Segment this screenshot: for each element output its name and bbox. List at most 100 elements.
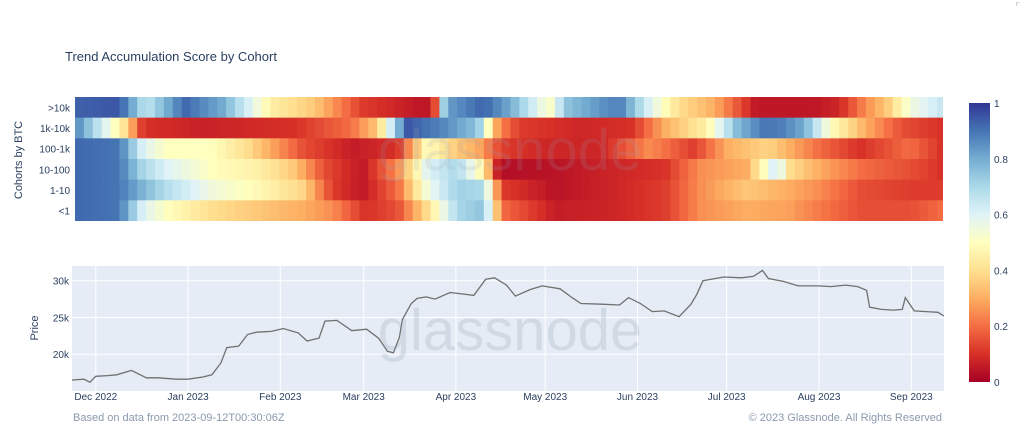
heatmap-cell [146, 138, 156, 160]
heatmap-cell [128, 138, 138, 160]
heatmap-cell [590, 138, 600, 160]
heatmap-cell [83, 117, 94, 139]
heatmap-cell [288, 138, 298, 160]
heatmap-cell [483, 138, 494, 160]
heatmap-cell [785, 97, 796, 119]
heatmap [75, 97, 943, 221]
heatmap-cell [368, 117, 378, 139]
heatmap-cell [261, 179, 272, 201]
heatmap-cell [652, 159, 663, 181]
heatmap-cell [466, 179, 476, 201]
heatmap-cell [777, 200, 787, 221]
heatmap-cell [697, 159, 707, 181]
heatmap-cell [386, 159, 396, 181]
heatmap-cell [234, 200, 245, 221]
heatmap-cell [323, 159, 334, 181]
heatmap-cell [466, 159, 476, 181]
heatmap-cell [554, 138, 565, 160]
heatmap-cell [839, 138, 849, 160]
heatmap-cell [537, 117, 547, 139]
heatmap-cell [830, 179, 840, 201]
heatmap-cell [243, 97, 254, 119]
heatmap-cell [412, 97, 423, 119]
heatmap-cell [741, 97, 752, 119]
heatmap-cell [670, 97, 680, 119]
heatmap-cell [492, 117, 503, 139]
heatmap-cell [92, 179, 103, 201]
heatmap-cell [750, 117, 760, 139]
heatmap-cell [519, 117, 529, 139]
heatmap-y-tick-label: >10k [48, 103, 71, 114]
heatmap-cell [110, 179, 121, 201]
heatmap-cell [617, 200, 627, 221]
heatmap-cell [759, 117, 769, 139]
heatmap-cell [883, 138, 894, 160]
heatmap-cell [208, 117, 218, 139]
heatmap-cell [519, 200, 529, 221]
heatmap-cell [848, 117, 858, 139]
heatmap-cell [394, 159, 405, 181]
heatmap-cell [812, 97, 823, 119]
heatmap-cell [234, 179, 245, 201]
heatmap-cell [181, 179, 192, 201]
heatmap-row-10-100 [75, 159, 943, 181]
heatmap-cell [874, 117, 885, 139]
heatmap-cell [883, 97, 894, 119]
heatmap-cell [199, 200, 209, 221]
heatmap-cell [163, 97, 174, 119]
heatmap-cell [732, 138, 743, 160]
heatmap-cell [785, 138, 796, 160]
heatmap-cell [217, 179, 227, 201]
heatmap-cell [537, 159, 547, 181]
price-x-tick-label: Jan 2023 [168, 392, 210, 403]
heatmap-cell [563, 179, 574, 201]
heatmap-cell [181, 138, 192, 160]
heatmap-cell [803, 179, 814, 201]
price-x-tick-label: Jun 2023 [617, 392, 659, 403]
heatmap-cell [528, 200, 538, 221]
heatmap-cell [181, 159, 192, 181]
heatmap-cell [714, 138, 725, 160]
heatmap-cell [350, 97, 360, 119]
heatmap-cell [554, 200, 565, 221]
heatmap-cell [528, 97, 538, 119]
heatmap-cell [252, 200, 263, 221]
heatmap-cell [359, 117, 369, 139]
heatmap-cell [590, 200, 600, 221]
heatmap-cell [323, 179, 334, 201]
heatmap-cell [608, 97, 618, 119]
heatmap-cell [146, 117, 156, 139]
heatmap-cell [332, 97, 343, 119]
heatmap-cell [839, 179, 849, 201]
heatmap-cell [403, 97, 414, 119]
heatmap-cell [199, 179, 209, 201]
heatmap-cell [163, 117, 174, 139]
heatmap-cell [332, 179, 343, 201]
heatmap-cell [288, 97, 298, 119]
heatmap-cell [865, 179, 876, 201]
heatmap-cell [581, 159, 592, 181]
price-y-tick-label: 30k [53, 277, 70, 288]
heatmap-cell [421, 138, 432, 160]
price-x-tick-label: Feb 2023 [259, 392, 302, 403]
heatmap-cell [750, 97, 760, 119]
heatmap-cell [377, 159, 387, 181]
heatmap-cell [759, 200, 769, 221]
heatmap-cell [608, 200, 618, 221]
heatmap-cell [608, 179, 618, 201]
heatmap-cell [848, 200, 858, 221]
colorbar-tick-label: 1 [994, 99, 1000, 110]
expand-icon[interactable]: ⌜ [1015, 2, 1020, 13]
heatmap-cell [430, 159, 440, 181]
heatmap-cell [848, 159, 858, 181]
heatmap-cell [306, 179, 316, 201]
heatmap-cell [199, 159, 209, 181]
heatmap-cell [643, 159, 654, 181]
heatmap-cell [919, 97, 929, 119]
heatmap-cell [519, 138, 529, 160]
heatmap-cell [608, 138, 618, 160]
heatmap-cell [688, 159, 698, 181]
heatmap-cell [670, 117, 680, 139]
heatmap-cell [723, 117, 734, 139]
heatmap-cell [341, 97, 352, 119]
